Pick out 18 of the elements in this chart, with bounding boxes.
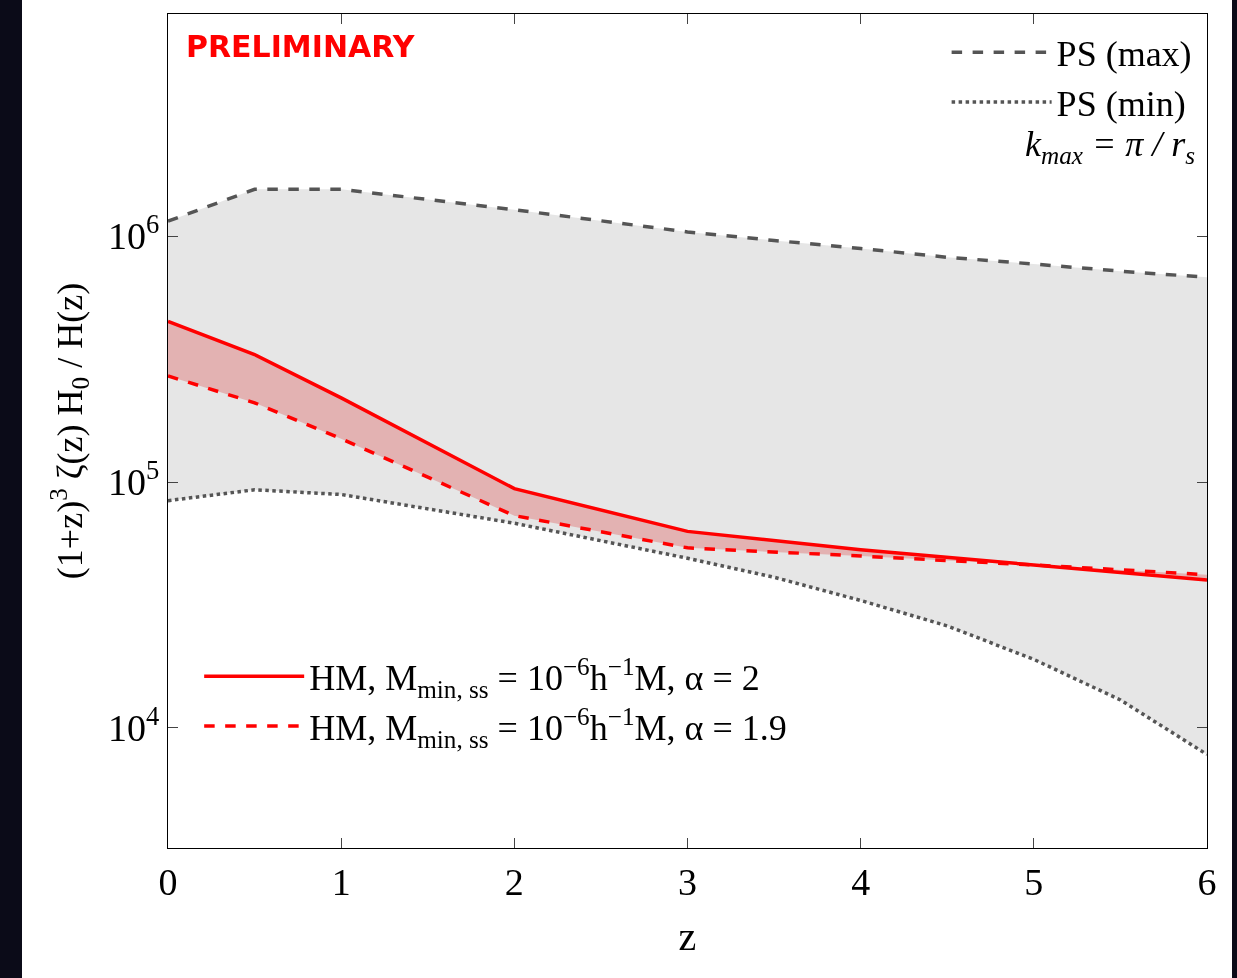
x-tick-label: 1 (331, 860, 351, 903)
x-tick-label: 5 (1024, 860, 1044, 903)
legend-label: HM, M$_{min, ss}$ = 10$^{−6}$h$^{−1}$M, α = 1.9 (309, 702, 787, 753)
legend-label: PS (min) (1056, 84, 1186, 125)
x-tick-label: 4 (851, 860, 871, 903)
y-tick-label: 10$^{5}$ (108, 455, 160, 504)
x-axis-title: z (678, 914, 697, 960)
legend-label: PS (max) (1056, 34, 1192, 75)
x-tick-label: 2 (504, 860, 524, 903)
x-tick-label: 3 (678, 860, 697, 903)
y-tick-label: 10$^{4}$ (108, 701, 160, 750)
line-series (168, 488, 1207, 757)
legend-label: HM, M$_{min, ss}$ = 10$^{−6}$h$^{−1}$M, α = 2 (309, 653, 760, 703)
x-tick-label: 6 (1197, 860, 1217, 903)
annotation: PRELIMINARY (186, 29, 416, 64)
annotation: k$_{max}$ = π / r$_{s}$ (1025, 124, 1196, 169)
y-tick-label: 10$^{6}$ (108, 209, 160, 258)
x-tick-label: 0 (158, 860, 178, 903)
